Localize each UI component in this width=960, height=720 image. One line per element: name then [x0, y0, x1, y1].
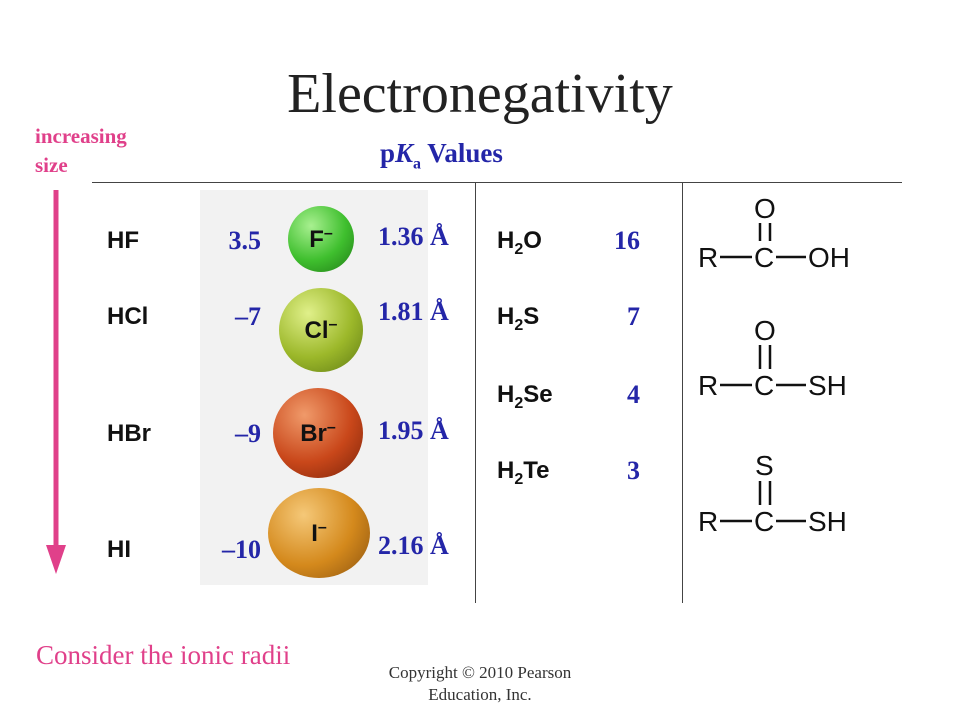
- copyright: Copyright © 2010 Pearson Education, Inc.: [340, 662, 620, 706]
- size-arrow-head: [46, 545, 66, 574]
- struct2-end: SH: [808, 370, 847, 401]
- hydride-h2s: H2S: [497, 303, 540, 334]
- column-divider-2: [682, 183, 683, 603]
- struct3-c: C: [754, 506, 774, 537]
- struct2-top-atom: O: [754, 315, 776, 346]
- pka-header: pKa Values: [380, 138, 503, 173]
- struct2-r: R: [698, 370, 718, 401]
- chloride-ion-sphere: Cl–: [279, 288, 363, 372]
- struct2-c: C: [754, 370, 774, 401]
- footer-note: Consider the ionic radii: [36, 640, 291, 670]
- radius-chloride: 1.81 Å: [378, 297, 449, 326]
- pka-hbr: –9: [235, 419, 261, 448]
- struct3-top-atom: S: [755, 450, 774, 481]
- acid-hcl: HCl: [107, 303, 149, 330]
- pka-h2te: 3: [627, 456, 640, 485]
- struct3-end: SH: [808, 506, 847, 537]
- struct1-r: R: [698, 242, 718, 273]
- fluoride-ion-label: F–: [309, 224, 333, 253]
- pka-h2o: 16: [614, 226, 640, 255]
- copyright-line1: Copyright © 2010 Pearson: [388, 663, 572, 682]
- chloride-ion-label: Cl–: [304, 315, 338, 344]
- acid-hf: HF: [107, 227, 139, 254]
- struct1-end: OH: [808, 242, 850, 273]
- header-divider: [92, 182, 902, 183]
- hydride-h2te: H2Te: [497, 457, 550, 488]
- slide-title: Electronegativity: [287, 63, 673, 125]
- radius-bromide: 1.95 Å: [378, 416, 449, 445]
- side-label: increasing size: [35, 122, 127, 180]
- hydride-h2o: H2O: [497, 227, 542, 258]
- pka-hcl: –7: [235, 302, 261, 331]
- radius-fluoride: 1.36 Å: [378, 222, 449, 251]
- pka-hf: 3.5: [228, 226, 262, 255]
- size-arrow: [46, 190, 66, 574]
- side-label-line2: size: [35, 153, 68, 177]
- bromide-ion-label: Br–: [300, 418, 336, 447]
- struct1-c: C: [754, 242, 774, 273]
- acid-hi: HI: [107, 536, 131, 563]
- acid-hbr: HBr: [107, 420, 152, 447]
- pka-hi: –10: [222, 535, 261, 564]
- radius-iodide: 2.16 Å: [378, 531, 449, 560]
- iodide-ion-label: I–: [311, 518, 327, 547]
- pka-h2s: 7: [627, 302, 640, 331]
- bromide-ion-sphere: Br–: [273, 388, 363, 478]
- iodide-ion-sphere: I–: [268, 488, 370, 578]
- side-label-line1: increasing: [35, 124, 127, 148]
- struct1-top-atom: O: [754, 193, 776, 224]
- hydride-h2se: H2Se: [497, 381, 553, 412]
- carbonyl-structures: O R C OH O R C SH S R C SH: [698, 193, 850, 537]
- fluoride-ion-sphere: F–: [288, 206, 354, 272]
- struct3-r: R: [698, 506, 718, 537]
- pka-h2se: 4: [627, 380, 640, 409]
- column-divider-1: [475, 183, 476, 603]
- copyright-line2: Education, Inc.: [428, 685, 532, 704]
